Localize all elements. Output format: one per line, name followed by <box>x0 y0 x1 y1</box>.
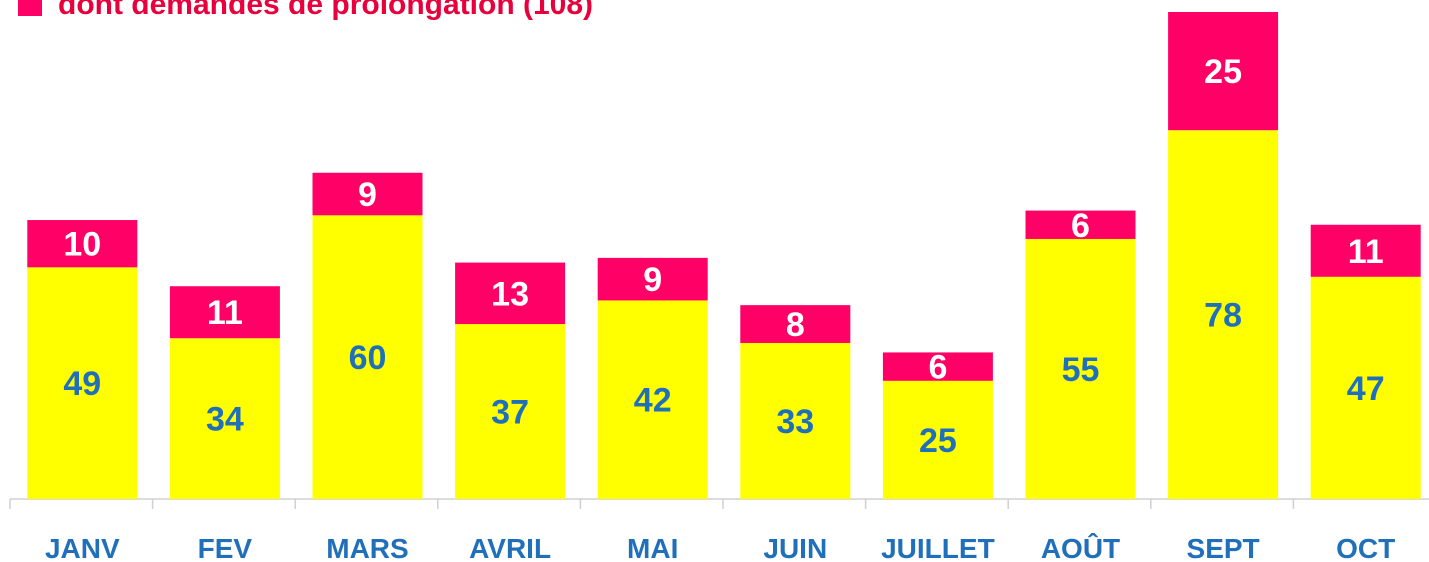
bar-segment <box>1310 276 1421 499</box>
value-label: 10 <box>63 226 101 264</box>
value-label: 37 <box>491 394 529 432</box>
bar-segment <box>1025 238 1136 499</box>
bar-segment <box>882 352 993 381</box>
value-label: 78 <box>1204 297 1242 335</box>
bar-segment <box>455 324 566 499</box>
value-label: 13 <box>491 275 529 313</box>
x-tick-label: AOÛT <box>1041 532 1120 562</box>
x-tick-label: JANV <box>45 533 120 562</box>
value-label: 34 <box>206 401 244 439</box>
bar-segment <box>1168 130 1279 499</box>
x-tick-label: MAI <box>627 533 678 562</box>
bar-segment <box>1168 12 1279 131</box>
bar-segment <box>312 172 423 216</box>
x-tick-label: MARS <box>326 533 408 562</box>
bar-segment <box>27 220 138 268</box>
bar-segment <box>882 380 993 499</box>
value-label: 25 <box>1204 53 1242 91</box>
bar-segment <box>312 215 423 500</box>
value-label: 47 <box>1347 370 1385 408</box>
bar-segment <box>1310 224 1421 277</box>
x-tick-label: SEPT <box>1187 533 1260 562</box>
value-label: 9 <box>358 176 377 214</box>
value-label: 60 <box>349 339 387 377</box>
bar-segment <box>740 342 851 499</box>
bar-segment <box>169 338 280 499</box>
x-tick-label: FEV <box>198 533 253 562</box>
bar-segment <box>597 257 708 301</box>
bar-segment <box>1025 210 1136 239</box>
x-tick-label: JUILLET <box>881 533 995 562</box>
bar-segment <box>740 305 851 343</box>
value-label: 11 <box>1348 233 1384 271</box>
bar-segment <box>169 286 280 339</box>
value-label: 11 <box>207 294 243 332</box>
bar-segment <box>597 300 708 499</box>
legend-label: dont demandes de prolongation (108) <box>58 0 593 21</box>
value-label: 9 <box>643 261 662 299</box>
value-label: 33 <box>776 403 814 441</box>
value-label: 25 <box>919 422 957 460</box>
value-label: 49 <box>63 365 101 403</box>
legend-swatch <box>18 0 42 16</box>
value-label: 6 <box>928 349 947 387</box>
value-label: 55 <box>1062 351 1100 389</box>
value-label: 6 <box>1071 207 1090 245</box>
bar-segment <box>27 267 138 499</box>
x-tick-label: OCT <box>1336 533 1395 562</box>
value-label: 42 <box>634 382 672 420</box>
x-tick-label: AVRIL <box>469 533 551 562</box>
bar-segment <box>455 262 566 325</box>
x-tick-label: JUIN <box>763 533 827 562</box>
value-label: 8 <box>786 306 805 344</box>
